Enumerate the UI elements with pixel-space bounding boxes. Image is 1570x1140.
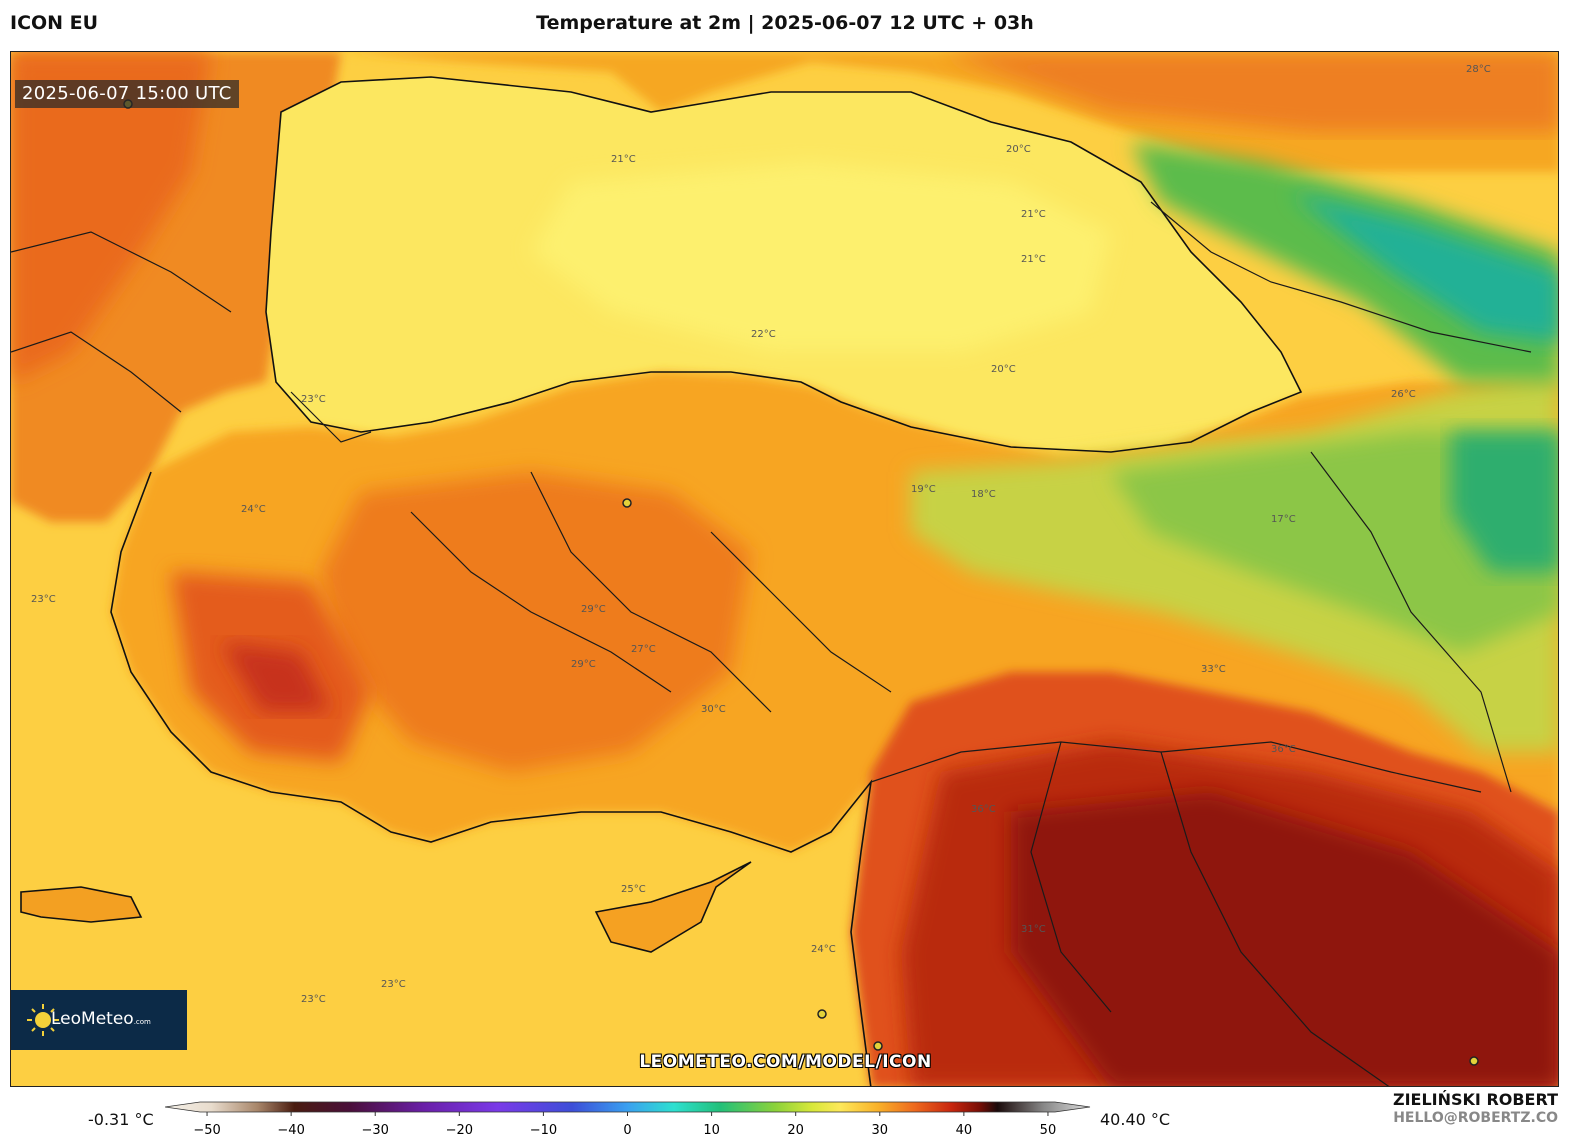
logo-brand: LeoMeteo.com (51, 1009, 151, 1029)
colorbar-tick-label: 10 (703, 1123, 720, 1138)
svg-text:17°C: 17°C (1271, 514, 1296, 525)
svg-text:29°C: 29°C (571, 659, 596, 670)
svg-text:28°C: 28°C (1466, 64, 1491, 75)
svg-text:23°C: 23°C (31, 594, 56, 605)
model-url-watermark: LEOMETEO.COM/MODEL/ICON (639, 1052, 932, 1072)
svg-text:21°C: 21°C (1021, 254, 1046, 265)
author-name: ZIELIŃSKI ROBERT (1392, 1090, 1558, 1109)
crete (20, 886, 143, 923)
temperature-map[interactable]: 21°C 21°C 21°C 20°C 20°C 22°C 23°C 24°C … (10, 51, 1559, 1087)
colorbar-min-label: -0.31 °C (88, 1110, 154, 1129)
colorbar-tick-label: 0 (623, 1123, 631, 1138)
colorbar-tick-label: −50 (193, 1123, 220, 1138)
city-marker (817, 1009, 827, 1019)
svg-text:31°C: 31°C (1021, 924, 1046, 935)
colorbar-tick-label: −10 (530, 1123, 557, 1138)
svg-text:26°C: 26°C (1391, 389, 1416, 400)
svg-text:23°C: 23°C (381, 979, 406, 990)
city-marker (873, 1041, 883, 1051)
svg-text:33°C: 33°C (1201, 664, 1226, 675)
model-name: ICON EU (10, 12, 99, 34)
svg-text:36°C: 36°C (1271, 744, 1296, 755)
svg-text:24°C: 24°C (811, 944, 836, 955)
svg-text:20°C: 20°C (991, 364, 1016, 375)
svg-text:29°C: 29°C (581, 604, 606, 615)
colorbar-tick-label: −40 (277, 1123, 304, 1138)
colorbar: −50 −40 −30 −20 −10 0 10 20 30 40 50 (165, 1101, 1091, 1138)
svg-text:20°C: 20°C (1006, 144, 1031, 155)
svg-text:24°C: 24°C (241, 504, 266, 515)
svg-text:25°C: 25°C (621, 884, 646, 895)
svg-text:18°C: 18°C (971, 489, 996, 500)
colorbar-max-label: 40.40 °C (1100, 1110, 1171, 1129)
chart-title: Temperature at 2m | 2025-06-07 12 UTC + … (536, 12, 1034, 34)
svg-text:21°C: 21°C (1021, 209, 1046, 220)
colorbar-tick-label: 50 (1040, 1123, 1057, 1138)
svg-text:36°C: 36°C (971, 804, 996, 815)
svg-text:21°C: 21°C (611, 154, 636, 165)
valid-time-label: 2025-06-07 15:00 UTC (15, 80, 239, 108)
svg-text:23°C: 23°C (301, 994, 326, 1005)
city-marker (1469, 1056, 1479, 1066)
svg-text:22°C: 22°C (751, 329, 776, 340)
author-email[interactable]: HELLO@ROBERTZ.CO (1393, 1110, 1558, 1126)
colorbar-tick-label: −20 (446, 1123, 473, 1138)
cyprus (594, 861, 752, 953)
colorbar-tick-label: 40 (956, 1123, 973, 1138)
svg-text:19°C: 19°C (911, 484, 936, 495)
svg-text:30°C: 30°C (701, 704, 726, 715)
city-marker (622, 498, 632, 508)
sun-icon (27, 1004, 59, 1036)
svg-text:23°C: 23°C (301, 394, 326, 405)
map-canvas: 21°C 21°C 21°C 20°C 20°C 22°C 23°C 24°C … (11, 52, 1558, 1086)
colorbar-tick-label: 30 (871, 1123, 888, 1138)
colorbar-tick-label: 20 (787, 1123, 804, 1138)
svg-text:27°C: 27°C (631, 644, 656, 655)
colorbar-tick-label: −30 (362, 1123, 389, 1138)
leometeo-logo[interactable]: LeoMeteo.com (11, 990, 187, 1050)
